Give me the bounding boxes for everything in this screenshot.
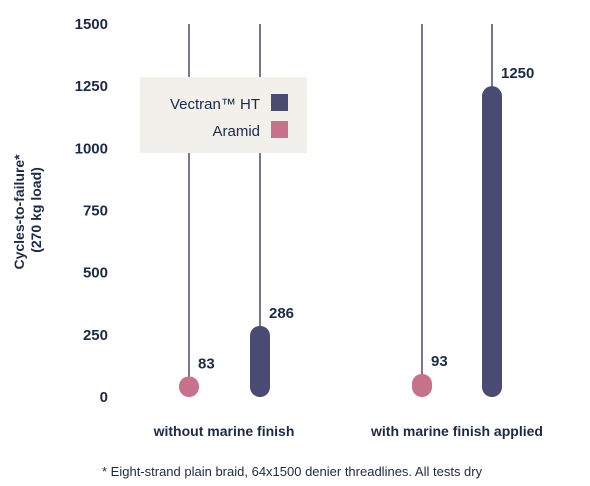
category-label: with marine finish applied [370, 423, 543, 439]
legend-label-aramid: Aramid [212, 123, 260, 140]
y-axis-label-line-2: (270 kg load) [28, 167, 44, 253]
y-tick-label: 0 [100, 389, 108, 406]
aramid-1-bar [412, 373, 432, 397]
y-tick-label: 750 [83, 203, 108, 220]
legend-swatch-vectran [271, 94, 288, 111]
aramid-0-bar [179, 376, 199, 397]
vectran-0-bar [250, 325, 270, 397]
aramid-0-value-label: 83 [198, 355, 215, 372]
vectran-1-value-label: 1250 [501, 65, 534, 82]
y-tick-label: 1000 [75, 140, 108, 157]
aramid-1-value-label: 93 [431, 353, 448, 370]
legend-swatch-aramid [271, 121, 288, 138]
y-tick-label: 1250 [75, 78, 108, 95]
y-axis-label-line-1: Cycles-to-failure* [11, 154, 27, 270]
y-tick-label: 250 [83, 327, 108, 344]
vectran-1-bar [482, 86, 502, 398]
legend-background [140, 77, 307, 153]
vectran-0-value-label: 286 [269, 305, 294, 322]
legend-label-vectran: Vectran™ HT [170, 96, 260, 113]
category-labels: without marine finish with marine finish … [153, 423, 543, 439]
legend: Vectran™ HT Aramid [140, 77, 307, 153]
footnote: * Eight-strand plain braid, 64x1500 deni… [102, 464, 483, 479]
y-axis-ticks: 0 250 500 750 1000 1250 1500 [75, 16, 108, 406]
y-axis-label: Cycles-to-failure* (270 kg load) [11, 150, 44, 269]
y-tick-label: 500 [83, 265, 108, 282]
bars: 83 286 93 1250 [179, 65, 534, 398]
y-tick-label: 1500 [75, 16, 108, 33]
category-label: without marine finish [153, 423, 295, 439]
